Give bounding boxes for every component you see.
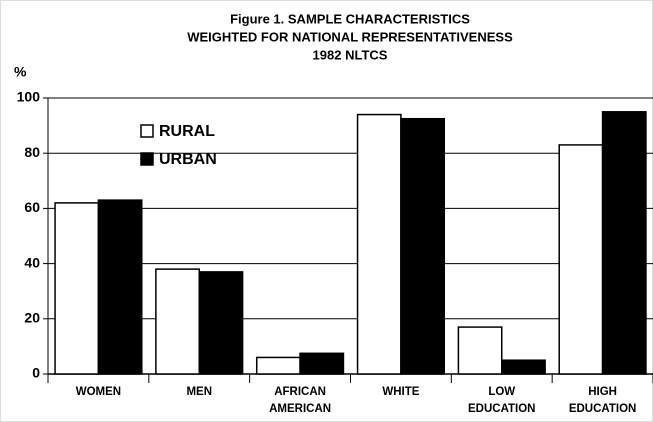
bar [457,326,503,375]
y-tick-label: 40 [24,254,40,270]
y-axis-label: % [14,64,27,80]
y-tick-label: 60 [24,199,40,215]
bar [255,356,301,375]
x-tick-label: LOW EDUCATION [467,386,536,415]
bar [501,359,546,375]
x-tick-label: AFRICAN AMERICAN [269,386,332,415]
bar [198,271,244,375]
bar [601,111,647,375]
y-tick-label: 100 [17,89,41,105]
bar [299,352,345,375]
y-tick-label: 0 [32,365,40,381]
chart-title: WEIGHTED FOR NATIONAL REPRESENTATIVENESS [187,29,513,44]
x-tick-label: WHITE [382,386,420,398]
y-tick-label: 20 [24,310,40,326]
bar [400,117,446,375]
x-tick-label: MEN [186,386,213,398]
chart-title: Figure 1. SAMPLE CHARACTERISTICS [230,11,470,26]
legend-swatch [140,152,154,166]
legend-label: URBAN [159,151,217,168]
legend-label: RURAL [159,123,215,140]
x-tick-label: HIGH EDUCATION [568,386,637,415]
chart-title: 1982 NLTCS [313,47,388,62]
legend-swatch [140,124,154,138]
bar [97,199,143,375]
bar [155,268,200,375]
bar [356,113,402,375]
x-tick-label: WOMEN [75,386,122,398]
bar [558,144,604,375]
bar [54,202,100,375]
y-tick-label: 80 [24,144,40,160]
